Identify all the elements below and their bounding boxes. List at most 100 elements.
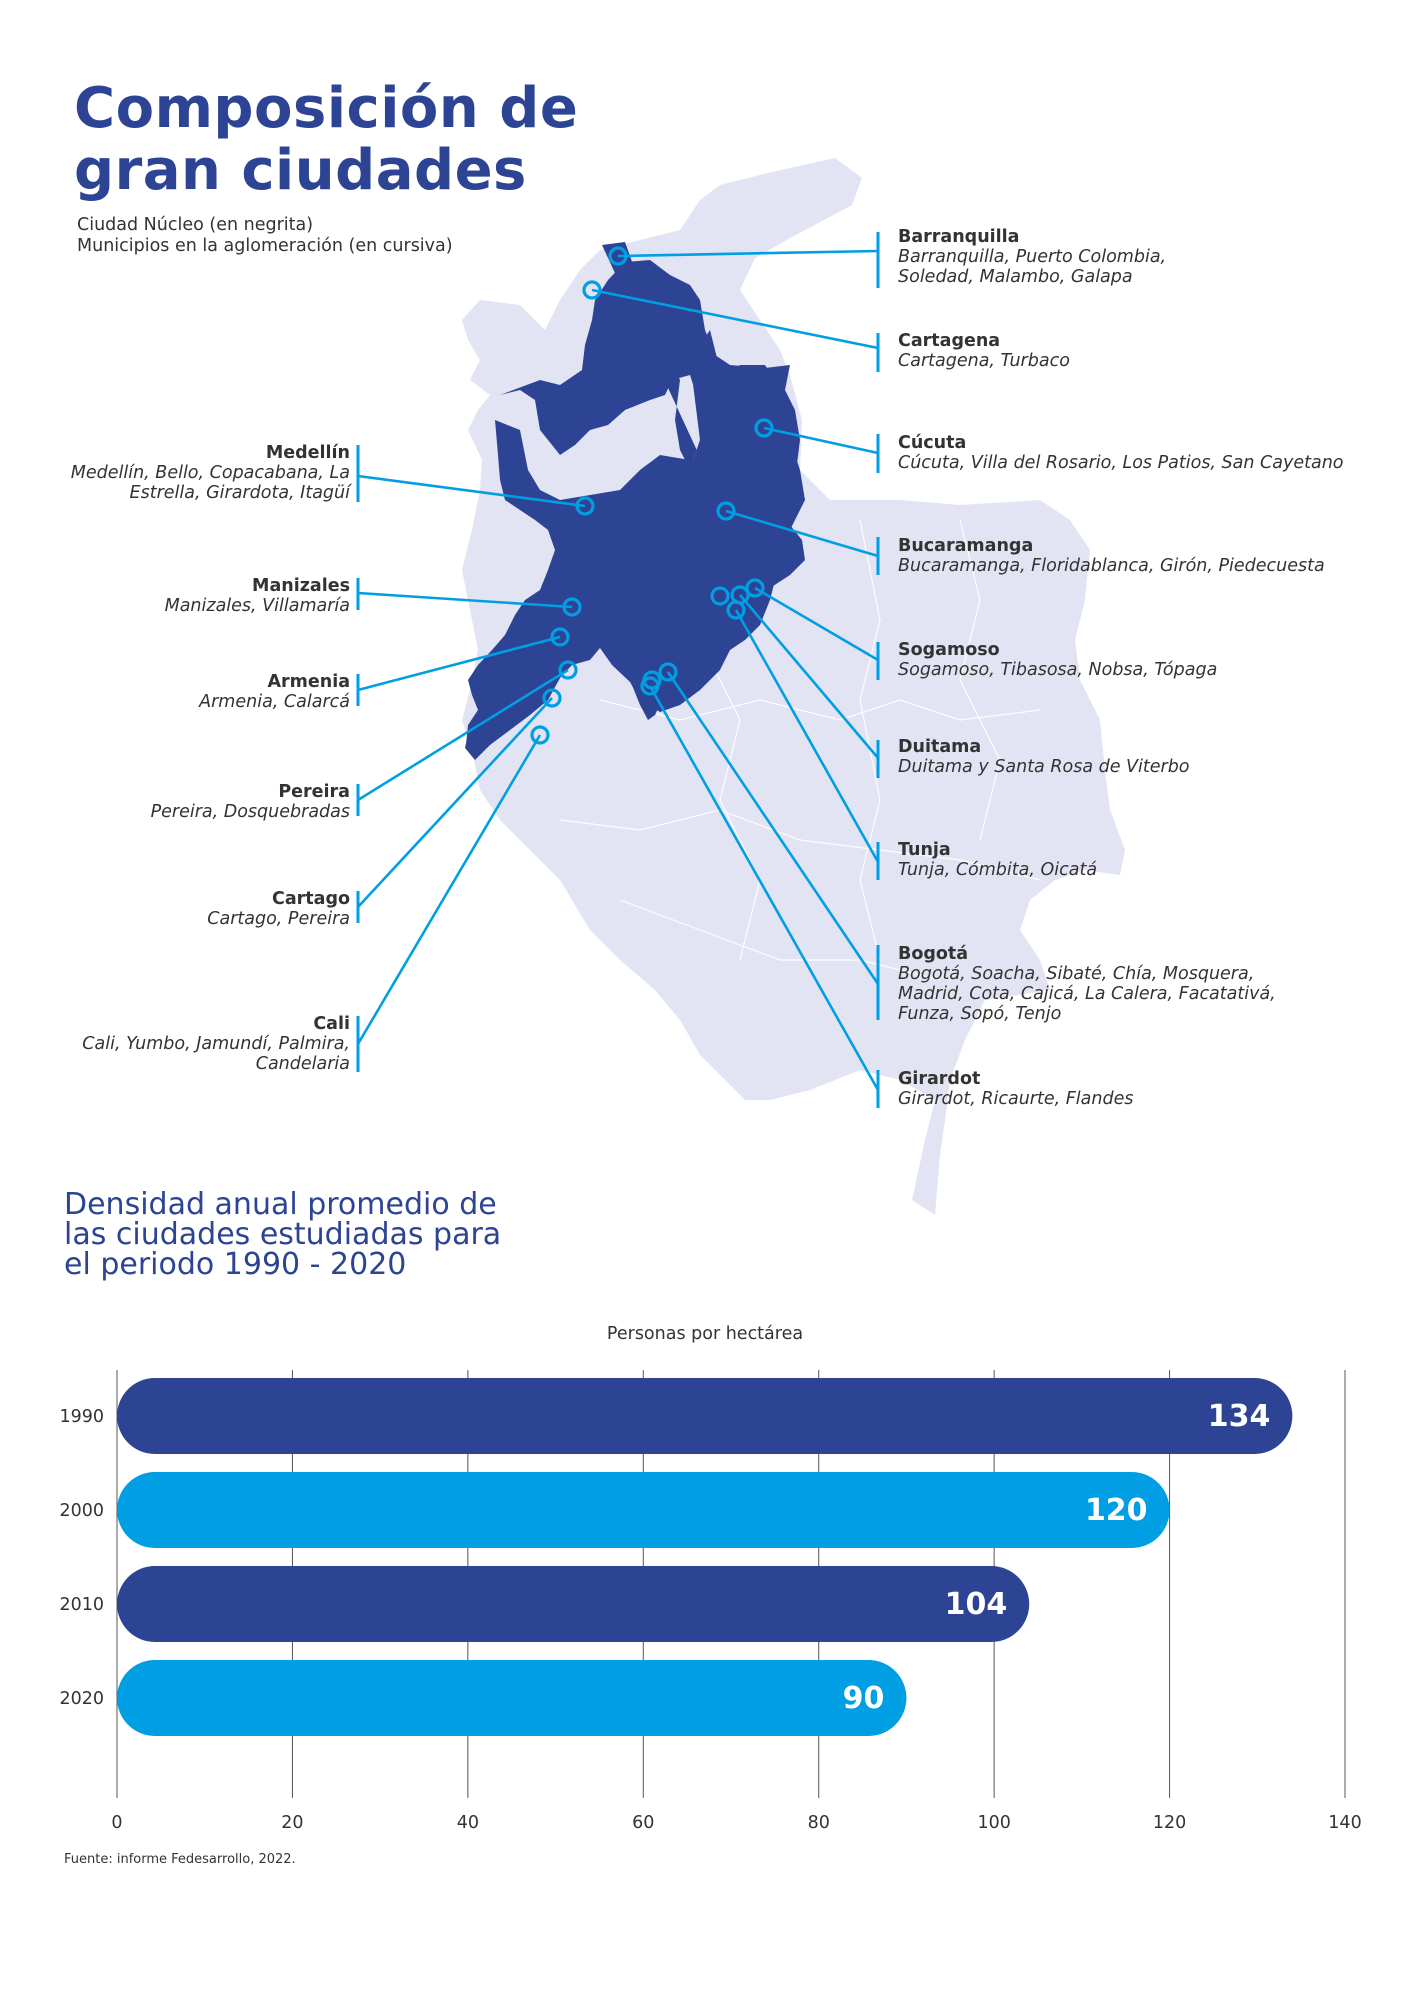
city-marker	[710, 586, 730, 606]
city-marker	[542, 688, 562, 708]
municipalities: Armenia, Calarcá	[199, 692, 350, 712]
municipalities: Cartago, Pereira	[207, 909, 350, 929]
municipalities: Manizales, Villamaría	[164, 596, 350, 616]
bar-value-label: 104	[945, 1587, 1008, 1622]
municipalities: Sogamoso, Tibasosa, Nobsa, Tópaga	[898, 660, 1218, 680]
city-marker	[658, 662, 678, 682]
city-marker	[558, 660, 578, 680]
municipalities: Madrid, Cota, Cajicá, La Calera, Facatat…	[898, 984, 1276, 1004]
city-name: Bogotá	[898, 944, 969, 964]
municipalities: Candelaria	[255, 1054, 350, 1074]
city-label-duitama: Duitama Duitama y Santa Rosa de Viterbo	[898, 737, 1190, 777]
city-label-cartagena: Cartagena Cartagena, Turbaco	[898, 331, 1070, 371]
connector-line	[763, 426, 879, 455]
city-name: Duitama	[898, 737, 982, 757]
city-label-sogamoso: Sogamoso Sogamoso, Tibasosa, Nobsa, Tópa…	[898, 640, 1217, 680]
legend-core-city: Ciudad Núcleo (en negrita)	[77, 215, 314, 235]
category-label: 2000	[59, 1501, 104, 1521]
city-label-barranquilla: Barranquilla Barranquilla, Puerto Colomb…	[898, 227, 1166, 287]
connector-line	[725, 509, 879, 558]
municipalities: Medellín, Bello, Copacabana, La	[70, 463, 350, 483]
bar-2010	[117, 1566, 1030, 1642]
legend-municipalities: Municipios en la aglomeración (en cursiv…	[77, 236, 453, 256]
city-label-medellin: Medellín Medellín, Bello, Copacabana, La…	[71, 443, 350, 503]
city-name: Girardot	[898, 1069, 981, 1089]
chart-title-line-1: Densidad anual promedio de	[64, 1187, 497, 1222]
x-tick-label: 120	[1153, 1813, 1186, 1833]
map-connectors	[356, 232, 880, 1108]
municipalities: Tunja, Cómbita, Oicatá	[898, 860, 1098, 880]
city-label-girardot: Girardot Girardot, Ricaurte, Flandes	[898, 1069, 1133, 1109]
municipalities: Estrella, Girardota, Itagüí	[129, 483, 350, 503]
city-marker	[582, 280, 602, 300]
city-label-tunja: Tunja Tunja, Cómbita, Oicatá	[898, 840, 1097, 880]
city-name: Sogamoso	[898, 640, 1000, 660]
connector-line	[357, 635, 561, 692]
municipalities: Funza, Sopó, Tenjo	[898, 1004, 1062, 1024]
municipalities: Barranquilla, Puerto Colombia,	[898, 247, 1167, 267]
city-marker	[726, 600, 746, 620]
bar-1990	[117, 1378, 1293, 1454]
x-tick-label: 60	[632, 1813, 654, 1833]
city-name: Barranquilla	[898, 227, 1020, 247]
city-name: Cali	[313, 1014, 350, 1034]
city-marker	[745, 578, 765, 598]
city-marker	[716, 501, 736, 521]
x-tick-label: 140	[1328, 1813, 1361, 1833]
city-marker	[754, 418, 774, 438]
city-marker	[530, 725, 550, 745]
category-label: 1990	[59, 1407, 104, 1427]
city-label-manizales: Manizales Manizales, Villamaría	[165, 576, 350, 616]
connector-line	[739, 594, 879, 759]
city-name: Cúcuta	[898, 433, 967, 453]
city-name: Manizales	[252, 576, 350, 596]
bar-value-label: 134	[1208, 1399, 1271, 1434]
x-tick-label: 40	[457, 1813, 479, 1833]
connector-line	[356, 734, 542, 1045]
title-line-1: Composición de	[74, 76, 579, 141]
city-name: Cartagena	[898, 331, 1001, 351]
city-name: Cartago	[271, 889, 350, 909]
municipalities: Duitama y Santa Rosa de Viterbo	[898, 757, 1190, 777]
x-tick-label: 20	[281, 1813, 303, 1833]
city-name: Medellín	[265, 443, 350, 463]
x-tick-label: 80	[808, 1813, 830, 1833]
connector-line	[591, 288, 879, 350]
connector-line	[754, 586, 879, 662]
municipalities: Girardot, Ricaurte, Flandes	[898, 1089, 1134, 1109]
title-line-2: gran ciudades	[74, 138, 527, 203]
bar-2000	[117, 1472, 1170, 1548]
city-label-pereira: Pereira Pereira, Dosquebradas	[151, 782, 350, 822]
city-label-cucuta: Cúcuta Cúcuta, Villa del Rosario, Los Pa…	[898, 433, 1344, 473]
city-name: Armenia	[267, 672, 350, 692]
city-marker	[562, 597, 582, 617]
city-label-bogota: Bogotá Bogotá, Soacha, Sibaté, Chía, Mos…	[898, 944, 1276, 1024]
city-marker	[550, 627, 570, 647]
city-marker	[608, 246, 628, 266]
city-label-cali: Cali Cali, Yumbo, Jamundí, Palmira, Cand…	[82, 1014, 350, 1074]
category-label: 2010	[59, 1595, 104, 1615]
municipalities: Pereira, Dosquebradas	[150, 802, 350, 822]
municipalities: Cali, Yumbo, Jamundí, Palmira,	[82, 1034, 350, 1054]
city-name: Pereira	[278, 782, 350, 802]
page-title: Composición de gran ciudades	[74, 78, 578, 202]
municipalities: Bogotá, Soacha, Sibaté, Chía, Mosquera,	[898, 964, 1255, 984]
x-tick-label: 100	[977, 1813, 1010, 1833]
bar-value-label: 90	[843, 1681, 885, 1716]
city-label-armenia: Armenia Armenia, Calarcá	[199, 672, 350, 712]
municipalities: Bucaramanga, Floridablanca, Girón, Piede…	[898, 556, 1325, 576]
source-note: Fuente: informe Fedesarrollo, 2022.	[64, 1852, 296, 1867]
map-legend: Ciudad Núcleo (en negrita) Municipios en…	[77, 215, 453, 257]
x-tick-label: 0	[111, 1813, 122, 1833]
chart-axis-title: Personas por hectárea	[607, 1324, 803, 1344]
density-bar-chart: Personas por hectárea 134 1990 120 2000 104 2…	[59, 1324, 1361, 1833]
connector-line	[648, 685, 880, 1091]
bar-value-label: 120	[1085, 1493, 1148, 1528]
bar-2020	[117, 1660, 907, 1736]
connector-line	[357, 668, 569, 802]
municipalities: Cartagena, Turbaco	[898, 351, 1070, 371]
city-name: Tunja	[898, 840, 951, 860]
connector-line	[734, 609, 880, 863]
city-label-bucaramanga: Bucaramanga Bucaramanga, Floridablanca, …	[898, 536, 1325, 576]
colombia-outline	[462, 158, 1125, 1215]
